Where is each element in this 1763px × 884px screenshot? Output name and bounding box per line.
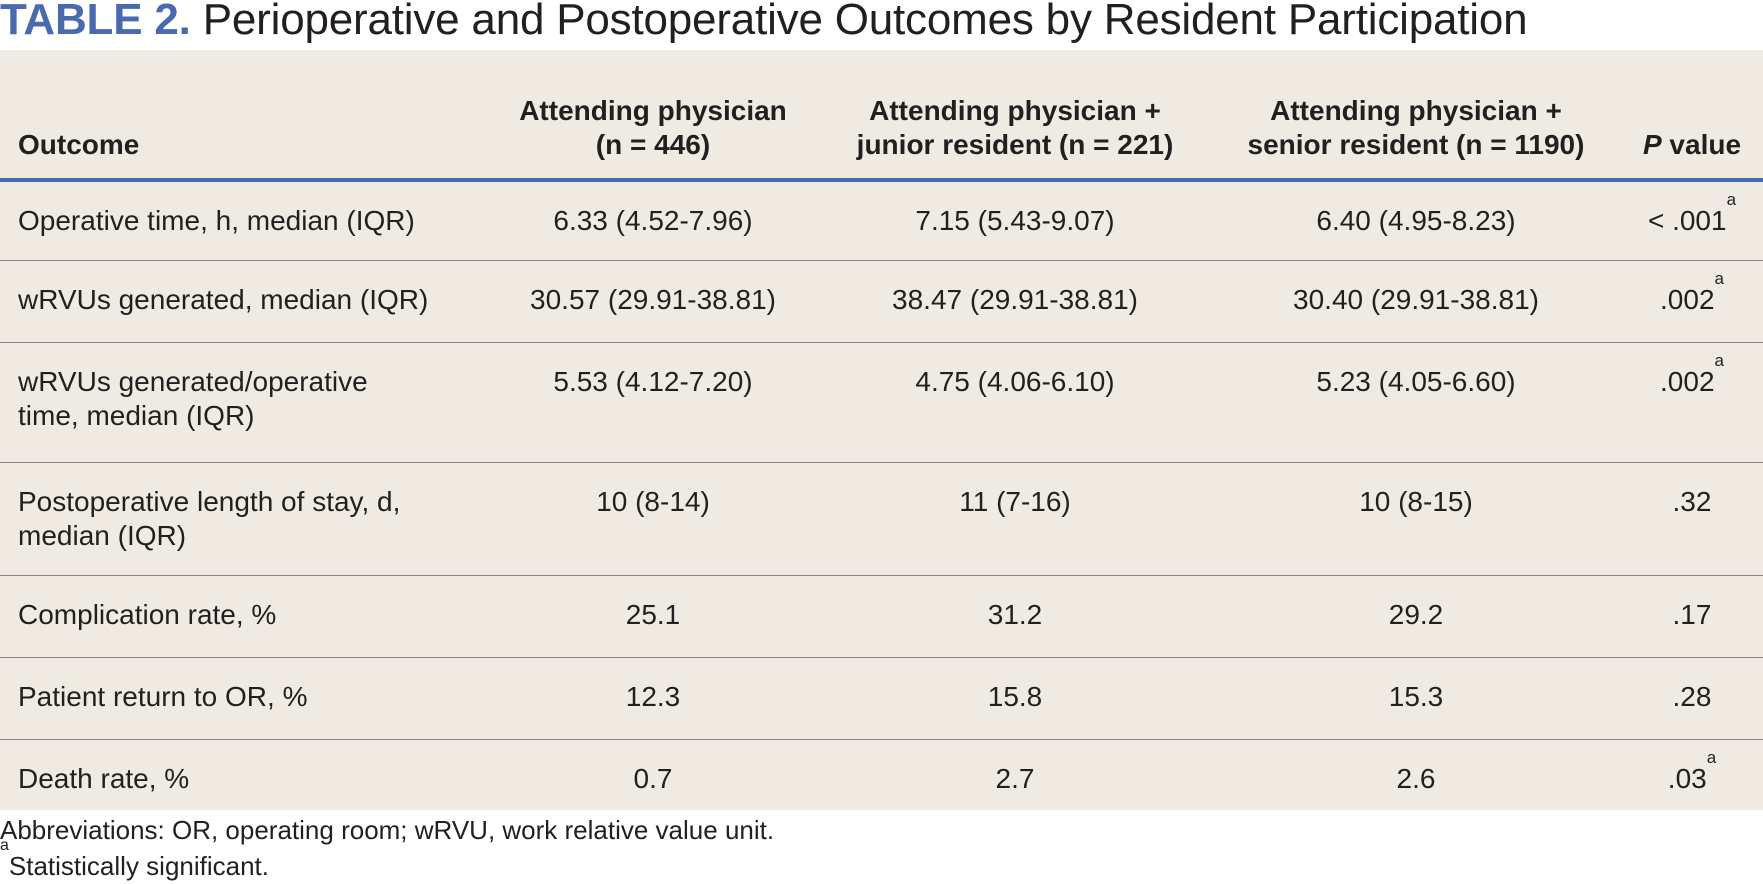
cell-senior: 15.3 — [1211, 657, 1621, 740]
table-row: wRVUs generated, median (IQR) 30.57 (29.… — [0, 260, 1763, 343]
table-caption: Perioperative and Postoperative Outcomes… — [202, 0, 1528, 44]
cell-outcome: wRVUs generated, median (IQR) — [0, 260, 487, 343]
significance-marker: a — [1726, 190, 1737, 209]
cell-p-value: .17 — [1621, 575, 1763, 658]
table-row: wRVUs generated/operative time, median (I… — [0, 342, 1763, 463]
cell-senior: 2.6 — [1396, 762, 1436, 794]
table-body: Operative time, h, median (IQR) 6.33 (4.… — [0, 180, 1763, 821]
table-row: Death rate, % 0.7 2.7 2.6 .03a — [0, 739, 1763, 821]
header-junior: Attending physician + junior resident (n… — [819, 50, 1211, 182]
table-title: TABLE 2. Perioperative and Postoperative… — [0, 0, 1528, 48]
cell-attending: 5.53 (4.12-7.20) — [487, 342, 819, 463]
table-row: Complication rate, % 25.1 31.2 29.2 .17 — [0, 575, 1763, 658]
abbreviations-note: Abbreviations: OR, operating room; wRVU,… — [0, 815, 775, 845]
header-p-value: P value — [1621, 50, 1763, 182]
cell-p-value: .002a — [1621, 342, 1763, 463]
cell-senior: 6.40 (4.95-8.23) — [1211, 180, 1621, 261]
cell-junior: 38.47 (29.91-38.81) — [819, 260, 1211, 343]
table-row: Operative time, h, median (IQR) 6.33 (4.… — [0, 180, 1763, 261]
significance-note: aStatistically significant. — [0, 837, 270, 882]
outcomes-table: Outcome Attending physician (n = 446) At… — [0, 50, 1763, 821]
cell-attending: 6.33 (4.52-7.96) — [487, 180, 819, 261]
cell-senior: 29.2 — [1211, 575, 1621, 658]
significance-marker: a — [1714, 268, 1724, 288]
cell-attending: 30.57 (29.91-38.81) — [487, 260, 819, 343]
cell-junior: 11 (7-16) — [819, 462, 1211, 576]
cell-attending: 25.1 — [487, 575, 819, 658]
significance-marker: a — [1714, 350, 1724, 370]
cell-attending: 10 (8-14) — [487, 462, 819, 576]
cell-p-value: .03a — [1667, 747, 1717, 794]
cell-junior: 2.7 — [995, 762, 1035, 794]
table-header: Outcome Attending physician (n = 446) At… — [0, 50, 1763, 182]
header-senior: Attending physician + senior resident (n… — [1211, 50, 1621, 182]
cell-p-value: .28 — [1621, 657, 1763, 740]
cell-p-value: .32 — [1621, 462, 1763, 576]
cell-outcome: Complication rate, % — [0, 575, 487, 658]
cell-senior: 5.23 (4.05-6.60) — [1211, 342, 1621, 463]
header-attending: Attending physician (n = 446) — [487, 50, 819, 182]
cell-attending: 0.7 — [633, 762, 673, 794]
cell-outcome: Postoperative length of stay, d, median (… — [0, 462, 487, 576]
outcomes-table-container: Outcome Attending physician (n = 446) At… — [0, 50, 1763, 810]
cell-outcome: Operative time, h, median (IQR) — [0, 180, 487, 261]
cell-junior: 15.8 — [819, 657, 1211, 740]
cell-senior: 10 (8-15) — [1211, 462, 1621, 576]
header-outcome: Outcome — [0, 50, 487, 182]
cell-outcome: Death rate, % — [18, 762, 190, 794]
cell-junior: 7.15 (5.43-9.07) — [819, 180, 1211, 261]
cell-attending: 12.3 — [487, 657, 819, 740]
significance-marker: a — [1706, 747, 1717, 767]
cell-junior: 4.75 (4.06-6.10) — [819, 342, 1211, 463]
cell-senior: 30.40 (29.91-38.81) — [1211, 260, 1621, 343]
cell-outcome: Patient return to OR, % — [0, 657, 487, 740]
cell-outcome: wRVUs generated/operative time, median (I… — [0, 342, 487, 463]
cell-junior: 31.2 — [819, 575, 1211, 658]
table-number: TABLE 2. — [0, 0, 191, 44]
table-row: Patient return to OR, % 12.3 15.8 15.3 .… — [0, 657, 1763, 740]
header-row: Outcome Attending physician (n = 446) At… — [0, 50, 1763, 182]
cell-p-value: .002a — [1621, 260, 1763, 343]
significance-marker: a — [0, 837, 9, 854]
table-row: Postoperative length of stay, d, median (… — [0, 462, 1763, 576]
cell-p-value: < .001a — [1621, 180, 1763, 261]
table-footnotes: Abbreviations: OR, operating room; wRVU,… — [0, 812, 774, 884]
